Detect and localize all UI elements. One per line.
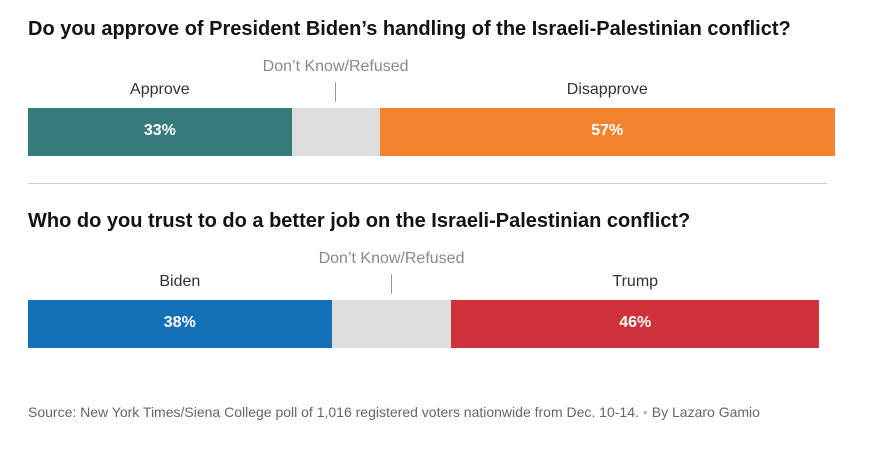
category-label: Approve	[130, 81, 190, 98]
source-note: Source: New York Times/Siena College pol…	[28, 402, 828, 423]
chart-plot: 33% 57% Approve Don’t Know/Refused Disapprov…	[28, 58, 835, 158]
separator-dot: •	[642, 404, 648, 420]
source-text: Source: New York Times/Siena College pol…	[28, 404, 639, 420]
category-label: Trump	[612, 273, 659, 290]
stacked-bar: 38% 46%	[28, 300, 827, 348]
bar-segment-1	[28, 300, 332, 348]
bar-segment-3	[379, 108, 835, 156]
chart-plot: 38% 46% Biden Don’t Know/Refused Trump	[28, 250, 827, 350]
bar-value-label: 38%	[163, 314, 196, 331]
chart-title: Do you approve of President Biden’s hand…	[28, 18, 791, 40]
category-label: Biden	[159, 273, 201, 290]
bar-value-label: 33%	[143, 122, 176, 139]
bar-segment-2	[331, 300, 452, 348]
chart-title: Who do you trust to do a better job on t…	[28, 210, 691, 232]
bar-value-label: 46%	[619, 314, 652, 331]
dont-know-label: Don’t Know/Refused	[318, 250, 465, 267]
stacked-bar: 33% 57%	[28, 108, 835, 156]
bar-segment-1	[28, 108, 292, 156]
category-label: Disapprove	[566, 81, 648, 98]
dont-know-tick	[335, 82, 337, 102]
dont-know-tick	[391, 274, 393, 294]
byline: By Lazaro Gamio	[651, 404, 760, 420]
bar-segment-3	[451, 300, 819, 348]
bar-segment-2	[291, 108, 380, 156]
dont-know-label: Don’t Know/Refused	[262, 58, 409, 75]
bar-value-label: 57%	[591, 122, 624, 139]
divider	[28, 183, 827, 184]
